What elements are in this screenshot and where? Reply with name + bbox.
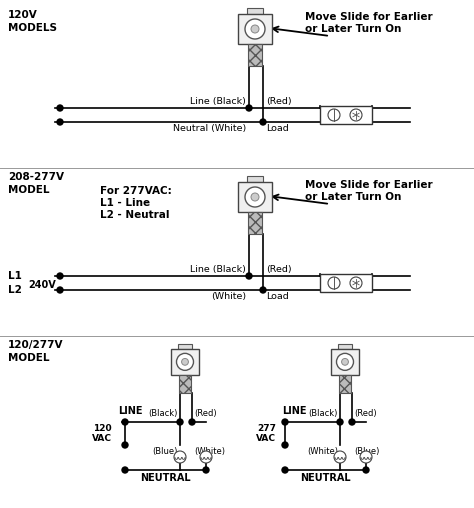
Text: (Blue): (Blue) [153, 447, 178, 456]
Circle shape [349, 419, 355, 425]
Circle shape [350, 277, 362, 289]
Text: (Black): (Black) [149, 409, 178, 418]
Circle shape [246, 273, 252, 279]
Text: Load: Load [266, 292, 289, 301]
Circle shape [337, 354, 354, 370]
Bar [171, 349, 200, 374]
Text: Move Slide for Earlier: Move Slide for Earlier [305, 12, 433, 22]
Circle shape [57, 119, 63, 125]
Circle shape [122, 442, 128, 448]
Bar [178, 344, 192, 349]
Circle shape [350, 109, 362, 121]
Circle shape [176, 354, 193, 370]
Circle shape [360, 451, 372, 463]
Text: NEUTRAL: NEUTRAL [300, 473, 351, 483]
Bar [247, 176, 263, 182]
Circle shape [251, 25, 259, 33]
Circle shape [328, 109, 340, 121]
Circle shape [122, 467, 128, 473]
Text: LINE: LINE [282, 406, 307, 416]
Text: LINE: LINE [118, 406, 143, 416]
Circle shape [363, 467, 369, 473]
Circle shape [282, 419, 288, 425]
Bar [179, 374, 191, 393]
Circle shape [337, 419, 343, 425]
Circle shape [182, 359, 188, 365]
Circle shape [245, 19, 265, 39]
Text: (Red): (Red) [266, 265, 292, 274]
Bar [330, 349, 359, 374]
Text: L1: L1 [8, 271, 22, 281]
Text: (Red): (Red) [266, 97, 292, 106]
Bar [248, 212, 262, 234]
Text: (Black): (Black) [309, 409, 338, 418]
Bar [338, 344, 352, 349]
Circle shape [57, 105, 63, 111]
Circle shape [174, 451, 186, 463]
Circle shape [342, 359, 348, 365]
Bar [248, 44, 262, 66]
Text: L2 - Neutral: L2 - Neutral [100, 210, 170, 220]
Bar [238, 14, 272, 44]
Text: (Red): (Red) [194, 409, 217, 418]
Text: 120/277V
MODEL: 120/277V MODEL [8, 340, 64, 363]
Circle shape [334, 451, 346, 463]
Circle shape [251, 193, 259, 201]
Text: Line (Black): Line (Black) [190, 265, 246, 274]
Bar [339, 374, 351, 393]
Circle shape [260, 119, 266, 125]
Bar [320, 274, 372, 292]
Circle shape [282, 442, 288, 448]
Circle shape [282, 467, 288, 473]
Text: (White): (White) [194, 447, 225, 456]
Text: or Later Turn On: or Later Turn On [305, 24, 401, 34]
Text: (Red): (Red) [354, 409, 377, 418]
Circle shape [203, 467, 209, 473]
Circle shape [260, 287, 266, 293]
Text: or Later Turn On: or Later Turn On [305, 192, 401, 202]
Circle shape [246, 105, 252, 111]
Circle shape [177, 419, 183, 425]
Text: Neutral (White): Neutral (White) [173, 124, 246, 133]
Text: NEUTRAL: NEUTRAL [140, 473, 191, 483]
Circle shape [200, 451, 212, 463]
Text: 120
VAC: 120 VAC [92, 424, 112, 443]
Circle shape [57, 273, 63, 279]
Text: (White): (White) [307, 447, 338, 456]
Text: For 277VAC:: For 277VAC: [100, 186, 172, 196]
Text: Move Slide for Earlier: Move Slide for Earlier [305, 180, 433, 190]
Text: 277
VAC: 277 VAC [256, 424, 276, 443]
Text: Load: Load [266, 124, 289, 133]
Circle shape [245, 187, 265, 207]
Text: 208-277V
MODEL: 208-277V MODEL [8, 172, 64, 195]
Text: 240V: 240V [28, 280, 56, 290]
Circle shape [328, 277, 340, 289]
Bar [320, 106, 372, 124]
Text: 120V
MODELS: 120V MODELS [8, 10, 57, 33]
Circle shape [122, 419, 128, 425]
Bar [247, 8, 263, 14]
Circle shape [57, 287, 63, 293]
Text: (White): (White) [211, 292, 246, 301]
Text: Line (Black): Line (Black) [190, 97, 246, 106]
Text: (Blue): (Blue) [354, 447, 379, 456]
Text: L2: L2 [8, 285, 22, 295]
Bar [238, 182, 272, 212]
Text: L1 - Line: L1 - Line [100, 198, 150, 208]
Circle shape [189, 419, 195, 425]
